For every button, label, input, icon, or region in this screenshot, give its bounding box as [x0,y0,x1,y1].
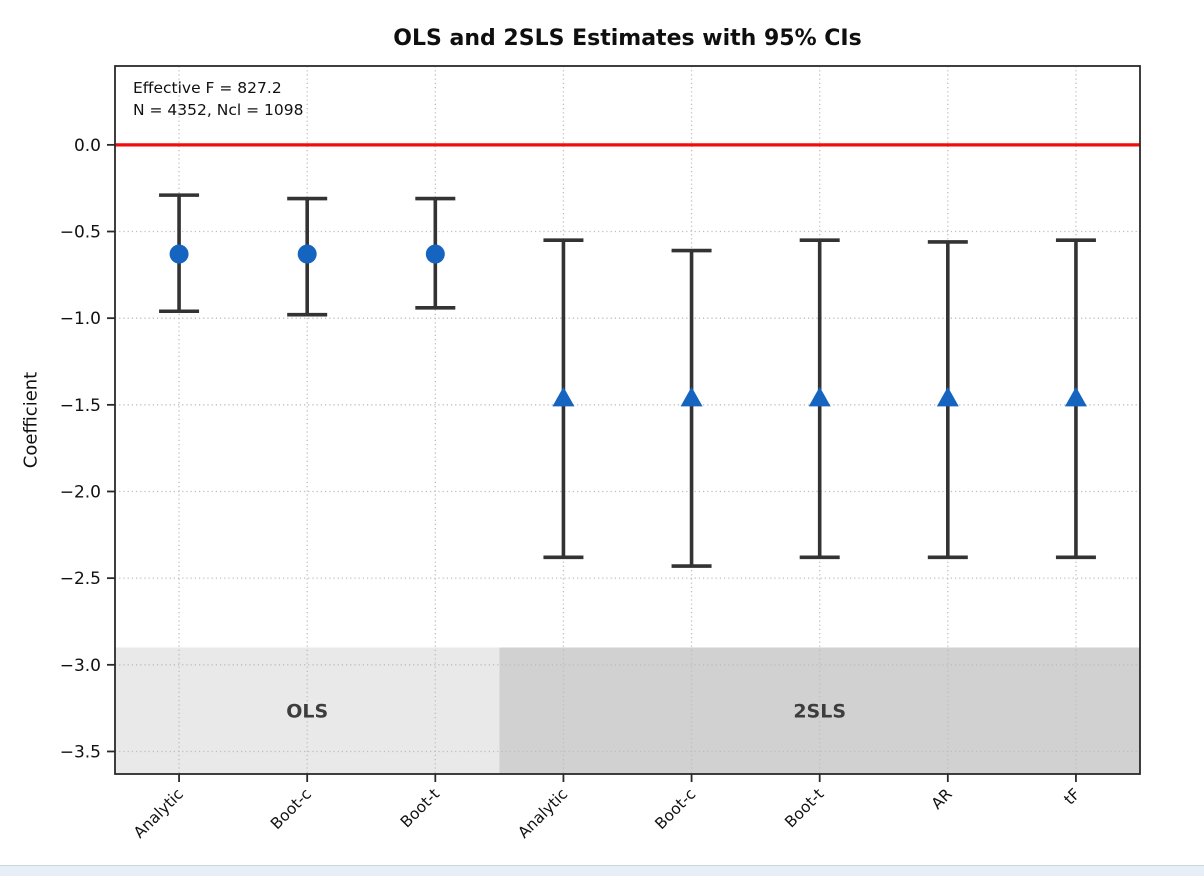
point-ols-boot-c-estimate-marker [297,244,317,264]
point-2sls-boot-t-estimate-marker [808,386,831,407]
x-tick-label: AR [928,785,956,813]
x-tick-label: Boot-t [781,785,827,831]
y-tick-label: −2.0 [60,482,101,502]
group-band-2sls [499,647,1140,774]
x-tick-label: Analytic [130,785,187,842]
point-2sls-ar-estimate-marker [936,386,959,407]
point-ols-analytic-estimate-marker [169,244,189,264]
y-tick-label: −2.5 [60,569,101,589]
stats-annotation: Effective F = 827.2 N = 4352, Ncl = 1098 [133,77,303,121]
y-axis-label: Coefficient [20,371,42,469]
x-tick-label: Boot-c [267,785,315,833]
chart-title: OLS and 2SLS Estimates with 95% CIs [393,26,862,51]
band-label-2sls: 2SLS [793,701,846,723]
point-2sls-tf-estimate-marker [1064,386,1087,407]
point-2sls-boot-c-estimate-marker [680,386,703,407]
annotation-line-effective-f: Effective F = 827.2 [133,79,282,97]
y-tick-label: −3.5 [60,742,101,762]
y-tick-label: −0.5 [60,223,101,243]
x-tick-label: Analytic [514,785,571,842]
y-tick-label: 0.0 [74,136,101,156]
axes-spines [114,65,1141,775]
x-tick-label: Boot-c [651,785,699,833]
x-tick-label: tF [1060,785,1083,808]
annotation-line-n-ncl: N = 4352, Ncl = 1098 [133,101,304,119]
y-tick-label: −3.0 [60,656,101,676]
y-tick-label: −1.0 [60,309,101,329]
band-label-ols: OLS [286,701,328,723]
point-2sls-analytic-estimate-marker [552,386,575,407]
y-tick-label: −1.5 [60,396,101,416]
x-tick-label: Boot-t [397,785,443,831]
point-ols-boot-t-estimate-marker [425,244,445,264]
group-band-ols [115,647,500,774]
horizontal-scrollbar-strip[interactable] [0,865,1204,876]
